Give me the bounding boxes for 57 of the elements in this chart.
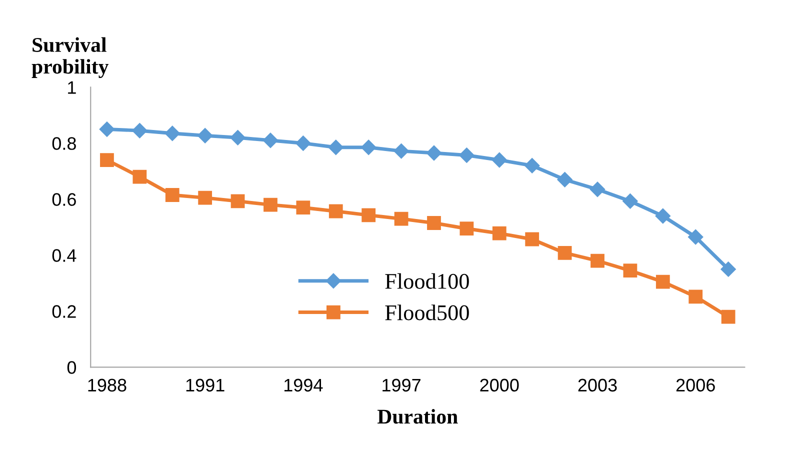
point [362, 208, 376, 222]
y-tick-label: 0 [67, 361, 76, 374]
point [590, 182, 606, 197]
y-tick-label: 1 [68, 81, 76, 94]
point [688, 229, 704, 245]
point [230, 130, 246, 146]
point [165, 188, 180, 202]
point [427, 216, 441, 230]
y-axis-title: Survival probility [32, 37, 109, 78]
y-tick-label: 0.8 [52, 137, 76, 150]
point [460, 222, 474, 236]
point [230, 194, 245, 208]
point [721, 310, 736, 324]
point [132, 170, 147, 184]
y-tick-label: 0.2 [52, 305, 76, 318]
point [557, 172, 572, 188]
point [459, 148, 474, 163]
point [558, 246, 572, 260]
point [198, 128, 213, 144]
point [492, 226, 506, 240]
point [361, 140, 376, 155]
point [656, 274, 670, 289]
y-tick-label: 0.4 [52, 249, 76, 262]
y-tick-label: 0.6 [52, 193, 76, 206]
point [296, 200, 310, 215]
x-tick-label: 2006 [676, 378, 715, 392]
point [394, 212, 408, 226]
legend-label: Flood500 [385, 304, 469, 320]
point [525, 232, 540, 246]
x-tick-label: 1994 [284, 378, 323, 392]
x-tick-label: 1997 [382, 378, 420, 392]
point [688, 290, 703, 304]
point [655, 208, 670, 224]
x-tick-label: 2000 [480, 378, 519, 392]
point [262, 132, 278, 148]
point [328, 204, 343, 218]
point [394, 143, 409, 159]
point [720, 262, 736, 277]
x-tick-label: 2003 [578, 378, 617, 392]
x-tick-label: 1991 [186, 378, 224, 392]
legend-label: Flood100 [385, 273, 469, 289]
point [198, 190, 212, 205]
point [492, 152, 507, 168]
point [164, 126, 180, 141]
x-axis-title: Duration [377, 409, 458, 424]
point [426, 145, 442, 161]
point [296, 136, 311, 151]
x-tick-label: 1988 [88, 378, 126, 392]
point [99, 122, 115, 137]
point [132, 123, 148, 138]
point [590, 254, 604, 268]
point [100, 153, 114, 167]
point [328, 140, 344, 155]
point [622, 194, 638, 209]
point [264, 198, 278, 212]
point [623, 264, 638, 278]
point [524, 158, 540, 174]
